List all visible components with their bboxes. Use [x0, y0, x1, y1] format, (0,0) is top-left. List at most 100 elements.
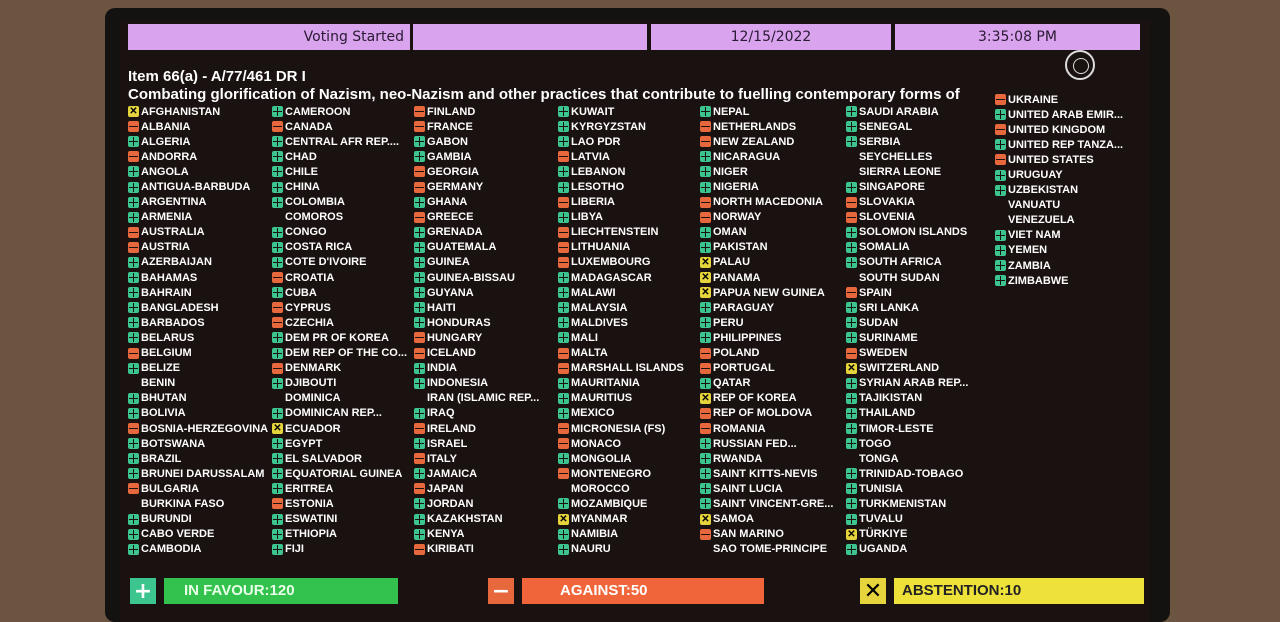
country-name: UKRAINE	[1008, 93, 1059, 106]
minus-icon	[414, 423, 425, 435]
country-row: REP OF MOLDOVA	[700, 406, 833, 421]
country-row: KIRIBATI	[414, 542, 539, 557]
country-row: NEW ZEALAND	[700, 134, 833, 149]
country-name: UGANDA	[859, 543, 908, 556]
country-row: SLOVENIA	[846, 210, 968, 225]
country-name: CONGO	[285, 226, 327, 239]
country-name: MOROCCO	[571, 482, 630, 495]
country-name: CROATIA	[285, 271, 335, 284]
country-row: POLAND	[700, 346, 833, 361]
plus-icon	[700, 181, 711, 193]
no-vote-placeholder	[700, 544, 711, 555]
country-row: INDONESIA	[414, 376, 539, 391]
no-vote-placeholder	[846, 272, 857, 283]
minus-icon	[272, 302, 283, 314]
country-name: LATVIA	[571, 150, 610, 163]
country-row: VANUATU	[995, 198, 1123, 213]
country-name: KUWAIT	[571, 105, 615, 118]
country-row: SERBIA	[846, 134, 968, 149]
plus-icon	[700, 498, 711, 510]
country-row: OMAN	[700, 225, 833, 240]
country-row: CABO VERDE	[128, 527, 268, 542]
country-name: CABO VERDE	[141, 528, 215, 541]
country-row: SEYCHELLES	[846, 149, 968, 164]
country-row: ZIMBABWE	[995, 273, 1123, 288]
plus-icon	[272, 241, 283, 253]
plus-icon	[414, 377, 425, 389]
country-name: COLOMBIA	[285, 196, 345, 209]
minus-icon	[414, 211, 425, 223]
plus-icon	[700, 241, 711, 253]
country-name: LIECHTENSTEIN	[571, 226, 659, 239]
country-row: GUYANA	[414, 285, 539, 300]
plus-icon	[846, 407, 857, 419]
country-name: NORTH MACEDONIA	[713, 196, 823, 209]
plus-icon	[128, 392, 139, 404]
country-row: GREECE	[414, 210, 539, 225]
no-vote-placeholder	[272, 393, 283, 404]
country-row: GABON	[414, 134, 539, 149]
plus-icon	[700, 302, 711, 314]
minus-icon	[700, 362, 711, 374]
x-icon: ✕	[700, 256, 711, 268]
country-name: PERU	[713, 316, 744, 329]
minus-icon	[414, 332, 425, 344]
country-row: BAHAMAS	[128, 270, 268, 285]
minus-icon	[128, 226, 139, 238]
country-row: SWEDEN	[846, 346, 968, 361]
country-name: JORDAN	[427, 497, 474, 510]
country-name: NAMIBIA	[571, 528, 619, 541]
country-column: ✕ AFGHANISTAN ALBANIA ALGERIA ANDORRA ANGOLA A…	[128, 104, 268, 557]
country-row: SLOVAKIA	[846, 195, 968, 210]
country-row: GEORGIA	[414, 164, 539, 179]
country-row: MALAYSIA	[558, 300, 684, 315]
country-name: MALTA	[571, 347, 608, 360]
country-row: LATVIA	[558, 149, 684, 164]
country-name: BURKINA FASO	[141, 497, 225, 510]
country-row: AUSTRALIA	[128, 225, 268, 240]
against-label: AGAINST:50	[522, 578, 764, 604]
plus-icon	[272, 438, 283, 450]
country-name: IRELAND	[427, 422, 476, 435]
country-name: PAKISTAN	[713, 241, 768, 254]
country-name: COSTA RICA	[285, 241, 353, 254]
minus-icon	[846, 196, 857, 208]
country-row: TUNISIA	[846, 481, 968, 496]
plus-icon	[414, 272, 425, 284]
x-icon: ✕	[558, 513, 569, 525]
plus-icon	[846, 377, 857, 389]
country-row: SAO TOME-PRINCIPE	[700, 542, 833, 557]
plus-icon	[414, 241, 425, 253]
country-row: ESTONIA	[272, 496, 407, 511]
minus-icon	[272, 362, 283, 374]
country-name: BOSNIA-HERZEGOVINA	[141, 422, 269, 435]
x-icon: ✕	[846, 528, 857, 540]
minus-icon	[414, 483, 425, 495]
country-row: QATAR	[700, 376, 833, 391]
country-row: CENTRAL AFR REP....	[272, 134, 407, 149]
country-row: SENEGAL	[846, 119, 968, 134]
country-column: UKRAINE UNITED ARAB EMIR... UNITED KINGDOM…	[995, 92, 1123, 288]
country-row: CHINA	[272, 179, 407, 194]
country-row: VENEZUELA	[995, 213, 1123, 228]
country-name: PORTUGAL	[713, 362, 775, 375]
no-vote-placeholder	[846, 166, 857, 177]
country-name: MAURITANIA	[571, 377, 640, 390]
country-row: SAN MARINO	[700, 527, 833, 542]
plus-icon	[558, 453, 569, 465]
country-row: GAMBIA	[414, 149, 539, 164]
country-name: CZECHIA	[285, 316, 334, 329]
plus-icon	[414, 136, 425, 148]
plus-icon	[558, 498, 569, 510]
country-row: MOZAMBIQUE	[558, 496, 684, 511]
country-row: SPAIN	[846, 285, 968, 300]
country-name: PARAGUAY	[713, 301, 775, 314]
country-row: SINGAPORE	[846, 179, 968, 194]
plus-icon	[414, 196, 425, 208]
minus-icon	[414, 181, 425, 193]
plus-icon	[272, 528, 283, 540]
minus-icon	[558, 151, 569, 163]
country-row: SYRIAN ARAB REP...	[846, 376, 968, 391]
country-name: INDONESIA	[427, 377, 489, 390]
country-row: CANADA	[272, 119, 407, 134]
